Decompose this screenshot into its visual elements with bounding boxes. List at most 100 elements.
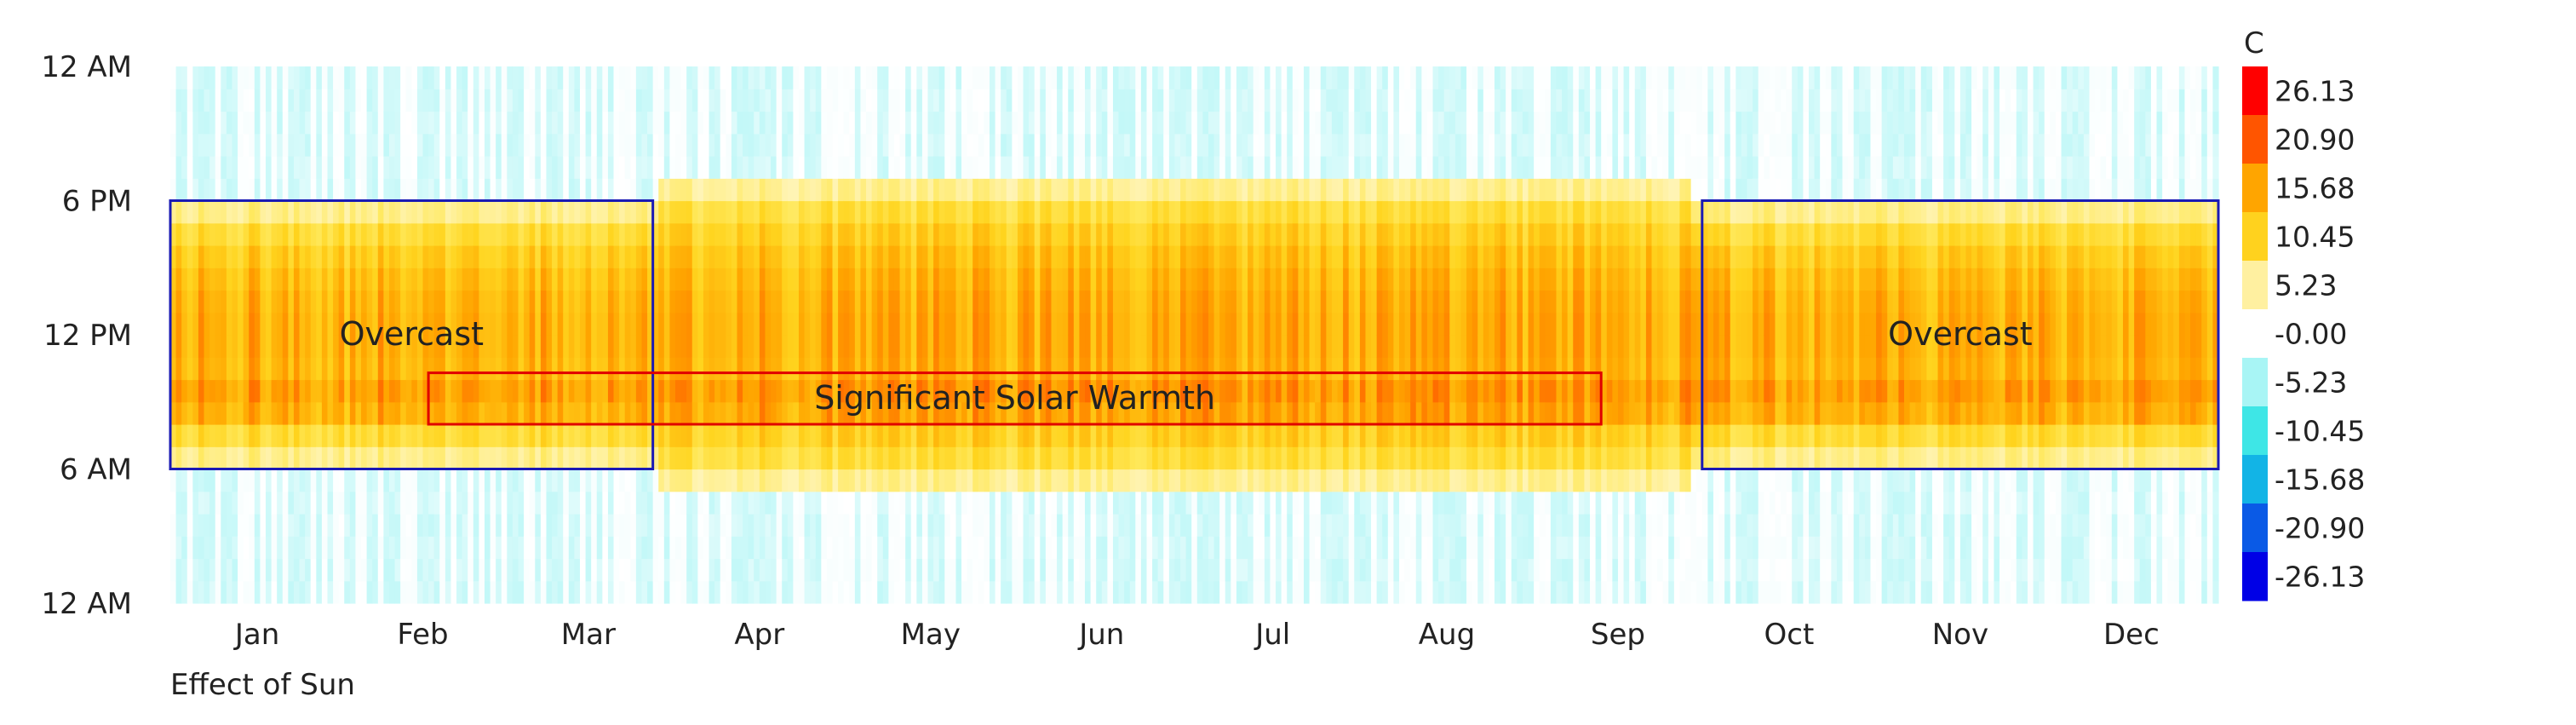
heatmap-cell (1101, 401, 1108, 425)
heatmap-cell (916, 66, 923, 89)
heatmap-cell (1045, 580, 1053, 604)
heatmap-cell (310, 156, 317, 179)
heatmap-cell (540, 536, 548, 560)
heatmap-cell (658, 222, 665, 246)
heatmap-cell (344, 491, 351, 515)
heatmap-cell (838, 514, 845, 537)
heatmap-cell (1129, 290, 1136, 314)
heatmap-cell (450, 290, 457, 314)
heatmap-cell (1168, 514, 1176, 537)
heatmap-cell (1191, 558, 1198, 582)
heatmap-cell (338, 222, 345, 246)
heatmap-cell (1079, 469, 1086, 492)
heatmap-cell (984, 357, 990, 381)
heatmap-cell (1040, 514, 1047, 537)
heatmap-cell (821, 66, 828, 89)
heatmap-cell (338, 290, 345, 314)
heatmap-cell (921, 178, 929, 202)
heatmap-cell (484, 156, 491, 179)
heatmap-cell (1112, 178, 1120, 202)
heatmap-cell (596, 245, 603, 268)
heatmap-cell (961, 178, 968, 202)
heatmap-cell (209, 178, 216, 202)
heatmap-cell (647, 268, 654, 291)
heatmap-cell (1248, 111, 1254, 135)
heatmap-cell (1034, 133, 1041, 157)
heatmap-cell (726, 222, 732, 246)
heatmap-cell (1034, 66, 1041, 89)
heatmap-cell (910, 401, 917, 425)
heatmap-cell (686, 89, 693, 112)
heatmap-cell (1331, 178, 1339, 202)
heatmap-cell (961, 469, 968, 492)
heatmap-cell (798, 379, 806, 403)
heatmap-cell (585, 200, 592, 224)
heatmap-cell (1213, 268, 1220, 291)
heatmap-cell (624, 268, 631, 291)
heatmap-cell (333, 379, 340, 403)
heatmap-cell (849, 312, 856, 336)
heatmap-cell (1281, 222, 1288, 246)
heatmap-cell (1107, 558, 1114, 582)
heatmap-cell (1079, 401, 1086, 425)
heatmap-cell (899, 178, 906, 202)
heatmap-cell (1292, 580, 1299, 604)
heatmap-cell (882, 357, 889, 381)
heatmap-cell (1242, 268, 1248, 291)
heatmap-cell (1101, 66, 1108, 89)
heatmap-cell (703, 222, 710, 246)
heatmap-cell (1287, 111, 1294, 135)
heatmap-cell (293, 133, 301, 157)
heatmap-cell (400, 335, 407, 358)
heatmap-cell (793, 156, 800, 179)
heatmap-cell (1253, 580, 1259, 604)
heatmap-cell (282, 558, 289, 582)
heatmap-cell (927, 200, 934, 224)
heatmap-cell (316, 357, 323, 381)
heatmap-cell (568, 424, 576, 447)
heatmap-cell (984, 379, 990, 403)
heatmap-cell (243, 111, 250, 135)
heatmap-cell (1180, 580, 1187, 604)
heatmap-cell (1231, 379, 1237, 403)
heatmap-cell (372, 401, 379, 425)
heatmap-cell (1315, 379, 1322, 403)
heatmap-cell (439, 200, 446, 224)
heatmap-cell (496, 200, 502, 224)
heatmap-cell (383, 245, 390, 268)
heatmap-cell (1174, 133, 1181, 157)
heatmap-cell (658, 446, 665, 470)
heatmap-cell (731, 424, 738, 447)
heatmap-cell (1191, 200, 1198, 224)
heatmap-cell (1185, 335, 1192, 358)
heatmap-cell (585, 357, 592, 381)
heatmap-cell (691, 290, 698, 314)
heatmap-cell (1135, 357, 1142, 381)
heatmap-cell (1281, 335, 1288, 358)
heatmap-cell (1079, 536, 1086, 560)
heatmap-cell (338, 178, 345, 202)
heatmap-cell (759, 379, 766, 403)
heatmap-cell (305, 312, 312, 336)
heatmap-cell (1292, 446, 1299, 470)
heatmap-cell (1079, 312, 1086, 336)
heatmap-cell (860, 558, 867, 582)
heatmap-cell (1129, 178, 1136, 202)
heatmap-cell (1034, 156, 1041, 179)
heatmap-cell (383, 580, 390, 604)
heatmap-cell (720, 156, 726, 179)
heatmap-cell (871, 290, 878, 314)
heatmap-cell (630, 379, 637, 403)
heatmap-cell (377, 222, 384, 246)
heatmap-cell (1057, 312, 1064, 336)
heatmap-cell (568, 178, 576, 202)
heatmap-cell (1168, 424, 1176, 447)
heatmap-cell (507, 401, 513, 425)
heatmap-cell (921, 401, 929, 425)
heatmap-cell (411, 111, 418, 135)
heatmap-cell (743, 66, 749, 89)
heatmap-cell (826, 200, 834, 224)
heatmap-cell (1231, 178, 1237, 202)
heatmap-cell (613, 89, 620, 112)
heatmap-cell (916, 222, 923, 246)
